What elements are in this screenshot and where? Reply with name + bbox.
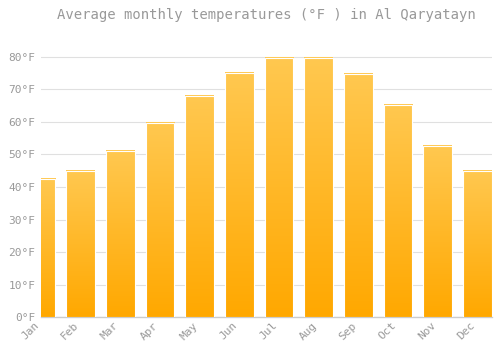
Bar: [463, 171, 492, 317]
Bar: [424, 146, 452, 317]
Bar: [26, 179, 55, 317]
Bar: [384, 105, 412, 317]
Bar: [304, 58, 333, 317]
Bar: [66, 171, 95, 317]
Bar: [106, 151, 134, 317]
Bar: [146, 124, 174, 317]
Bar: [26, 179, 55, 317]
Bar: [106, 151, 134, 317]
Bar: [225, 73, 254, 317]
Bar: [264, 58, 294, 317]
Bar: [463, 171, 492, 317]
Bar: [304, 58, 333, 317]
Bar: [186, 96, 214, 317]
Bar: [344, 75, 372, 317]
Bar: [186, 96, 214, 317]
Bar: [264, 58, 294, 317]
Bar: [384, 105, 412, 317]
Bar: [146, 124, 174, 317]
Bar: [225, 73, 254, 317]
Bar: [344, 75, 372, 317]
Title: Average monthly temperatures (°F ) in Al Qaryatayn: Average monthly temperatures (°F ) in Al…: [57, 8, 476, 22]
Bar: [424, 146, 452, 317]
Bar: [66, 171, 95, 317]
